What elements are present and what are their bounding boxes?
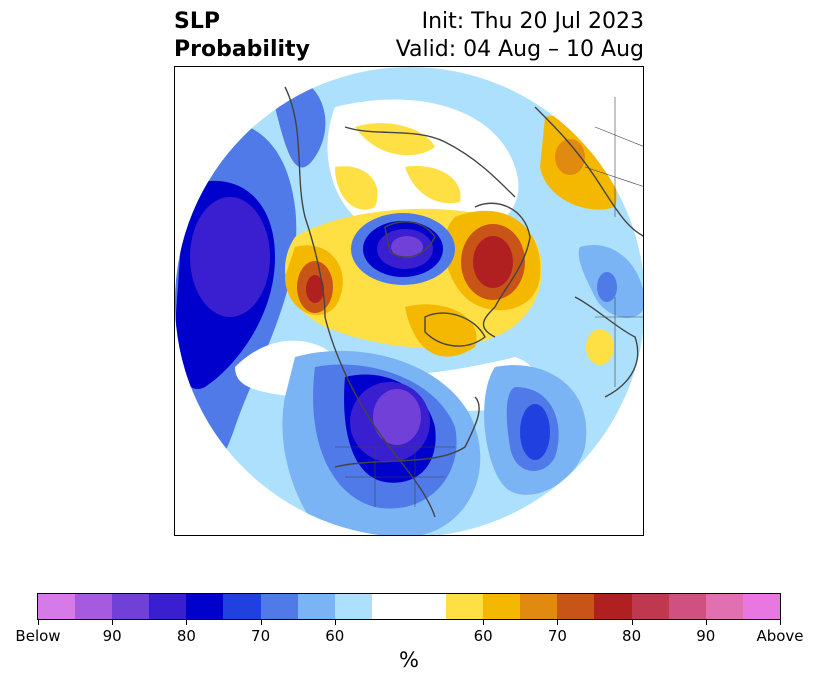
colorbar-tick-mark <box>483 620 485 625</box>
colorbar-segment <box>668 594 706 619</box>
colorbar-tick-label: 60 <box>325 627 345 645</box>
colorbar-segment <box>520 594 558 619</box>
colorbar-tick-mark <box>38 620 39 625</box>
colorbar-tick-label: 90 <box>102 627 122 645</box>
colorbar-segment <box>223 594 261 619</box>
colorbar-tick-mark <box>705 620 707 625</box>
colorbar-tick-label: 80 <box>622 627 642 645</box>
colorbar-segment <box>594 594 632 619</box>
coast-asia <box>534 106 643 237</box>
top-above-light-1 <box>355 123 435 156</box>
colorbar-tick-label: 80 <box>176 627 196 645</box>
colorbar-tick-label: Below <box>15 627 61 645</box>
colorbar-segment <box>75 594 113 619</box>
colorbar-tick-mark <box>334 620 336 625</box>
colorbar-tick-mark <box>631 620 633 625</box>
map-panel <box>174 66 644 536</box>
colorbar <box>37 593 781 620</box>
border-asia <box>584 97 643 217</box>
colorbar-tick-mark <box>557 620 559 625</box>
colorbar-tick-mark <box>186 620 188 625</box>
east-above-peak <box>473 236 513 288</box>
probability-field <box>175 67 643 535</box>
colorbar-segment <box>557 594 595 619</box>
east-above-light <box>586 329 614 365</box>
west-above-peak <box>306 275 324 303</box>
coast-greenland <box>424 312 486 347</box>
colorbar-segment <box>149 594 187 619</box>
colorbar-tick-mark <box>780 620 781 625</box>
atlantic-below-mid <box>520 404 550 460</box>
south-above-mid <box>405 304 477 357</box>
border-europe <box>595 297 643 387</box>
colorbar-tick-label: Above <box>756 627 804 645</box>
colorbar-segment <box>631 594 669 619</box>
colorbar-segment <box>483 594 521 619</box>
valid-label: Valid: 04 Aug – 10 Aug <box>395 37 644 62</box>
colorbar-tick-label: 90 <box>696 627 716 645</box>
colorbar-tick-label: 70 <box>251 627 271 645</box>
colorbar-tick-mark <box>112 620 114 625</box>
left-below-strong <box>190 197 270 317</box>
top-above-light-2 <box>335 166 378 210</box>
polar-below-peak <box>391 236 423 258</box>
east-below-weak <box>597 272 617 302</box>
colorbar-segment <box>38 594 76 619</box>
probability-map <box>175 67 643 535</box>
colorbar-tick-label: 60 <box>473 627 493 645</box>
coast-polar <box>384 221 436 258</box>
chart-title: SLP Probability <box>174 8 310 64</box>
colorbar-segment <box>742 594 780 619</box>
border-us-states <box>335 446 455 507</box>
init-label: Init: Thu 20 Jul 2023 <box>421 9 644 34</box>
colorbar-segment <box>446 594 484 619</box>
colorbar-segment <box>297 594 335 619</box>
colorbar-segment <box>260 594 298 619</box>
ne-above-strong <box>555 139 585 175</box>
colorbar-segment <box>334 594 372 619</box>
colorbar-segment <box>186 594 224 619</box>
title-line-2: Probability <box>174 37 310 62</box>
coastlines <box>284 86 643 518</box>
title-line-1: SLP <box>174 9 220 34</box>
date-info: Init: Thu 20 Jul 2023 Valid: 04 Aug – 10… <box>396 8 644 64</box>
colorbar-tick-label: 70 <box>547 627 567 645</box>
coast-north-america <box>334 396 480 468</box>
coast-arctic-asia <box>344 126 516 198</box>
coast-americas <box>284 86 436 518</box>
colorbar-tick-mark <box>260 620 262 625</box>
colorbar-segment <box>705 594 743 619</box>
top-above-light-3 <box>405 166 461 204</box>
south-below-peak <box>373 389 421 445</box>
colorbar-segment <box>112 594 150 619</box>
coast-europe <box>574 296 639 398</box>
colorbar-segment <box>371 594 409 619</box>
borders <box>335 97 643 507</box>
colorbar-unit-label: % <box>399 648 419 672</box>
colorbar-segment <box>408 594 447 619</box>
coast-siberia <box>474 202 531 338</box>
